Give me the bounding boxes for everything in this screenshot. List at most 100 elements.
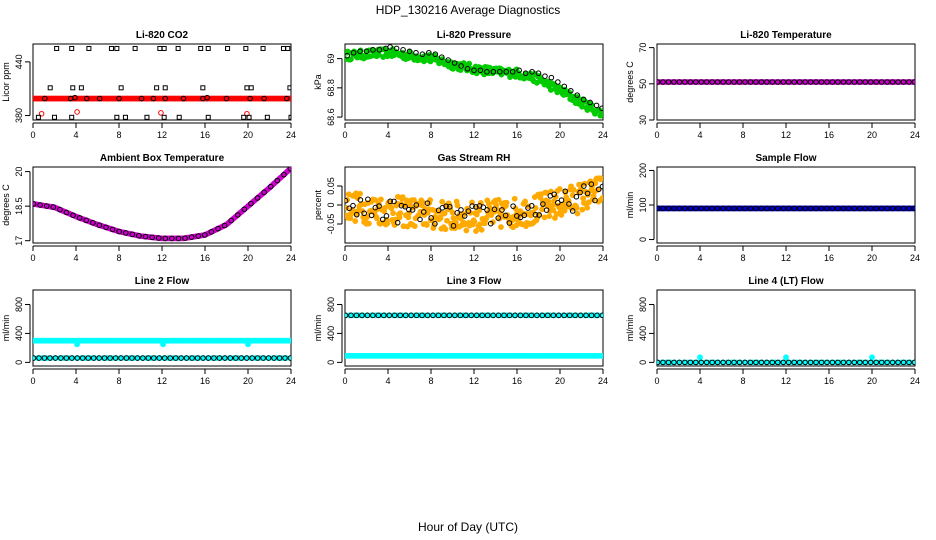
x-tick-label-co2: 20 bbox=[243, 130, 253, 140]
plot-area-line2 bbox=[33, 337, 291, 361]
data-point bbox=[585, 199, 592, 206]
plot-frame-co2 bbox=[32, 43, 292, 121]
y-label-pressure: kPa bbox=[313, 74, 323, 90]
data-point bbox=[851, 79, 858, 85]
data-point bbox=[391, 312, 398, 319]
data-point bbox=[261, 95, 267, 102]
data-point bbox=[835, 79, 841, 85]
data-point bbox=[497, 68, 503, 75]
data-point bbox=[501, 312, 507, 319]
data-point bbox=[657, 359, 661, 366]
data-point bbox=[574, 210, 581, 217]
x-tick-label-line2: 12 bbox=[157, 376, 167, 386]
data-point bbox=[588, 312, 595, 319]
data-point bbox=[234, 212, 241, 218]
data-point bbox=[495, 312, 502, 319]
panel-title-licor_temp: Li-820 Temperature bbox=[740, 30, 832, 41]
data-point bbox=[758, 79, 765, 85]
data-point bbox=[671, 205, 677, 212]
data-point bbox=[900, 359, 907, 366]
y-label-rh: percent bbox=[313, 189, 323, 220]
data-point bbox=[129, 355, 135, 361]
data-point bbox=[491, 206, 498, 213]
x-tick-label-sample_flow: 12 bbox=[781, 253, 791, 263]
x-tick-label-box_temp: 4 bbox=[73, 253, 78, 263]
data-point bbox=[70, 85, 76, 91]
data-point bbox=[682, 359, 688, 366]
series-pressure_band bbox=[345, 46, 603, 119]
y-label-box_temp: degrees C bbox=[1, 184, 11, 226]
data-point bbox=[502, 212, 509, 219]
x-tick-label-rh: 20 bbox=[555, 253, 565, 263]
data-point bbox=[78, 85, 84, 91]
data-point bbox=[391, 198, 397, 205]
data-point bbox=[736, 205, 743, 212]
data-point bbox=[52, 114, 57, 120]
data-point bbox=[261, 189, 267, 196]
data-point bbox=[725, 79, 732, 85]
data-point bbox=[703, 205, 710, 212]
x-tick-label-rh: 4 bbox=[385, 253, 390, 263]
data-point bbox=[35, 114, 41, 120]
data-point bbox=[428, 215, 434, 221]
y-label-sample_flow: ml/min bbox=[625, 192, 635, 219]
data-point bbox=[406, 206, 412, 213]
data-point bbox=[599, 195, 603, 201]
data-point bbox=[245, 341, 251, 348]
data-point bbox=[265, 355, 272, 361]
y-label-line3: ml/min bbox=[313, 315, 323, 342]
data-point bbox=[587, 178, 594, 185]
data-point bbox=[103, 224, 109, 231]
data-point bbox=[570, 186, 577, 193]
data-point bbox=[532, 211, 539, 218]
data-point bbox=[911, 79, 915, 85]
x-tick-label-rh: 0 bbox=[342, 253, 347, 263]
data-point bbox=[698, 79, 705, 85]
data-point bbox=[353, 211, 360, 218]
data-point bbox=[671, 79, 677, 85]
data-point bbox=[43, 203, 50, 209]
data-point bbox=[818, 79, 825, 85]
data-point bbox=[376, 47, 383, 53]
data-point bbox=[144, 114, 150, 120]
data-point bbox=[205, 114, 211, 120]
data-point bbox=[112, 355, 119, 361]
y-tick-label-line2: 800 bbox=[14, 297, 24, 312]
data-point bbox=[183, 355, 190, 361]
data-point bbox=[581, 183, 587, 189]
data-point bbox=[58, 355, 64, 361]
data-point bbox=[592, 197, 598, 204]
series-box_temp_avg bbox=[33, 167, 291, 242]
data-point bbox=[216, 355, 223, 361]
data-point bbox=[33, 355, 37, 361]
data-point bbox=[370, 312, 376, 319]
data-point bbox=[458, 63, 464, 69]
plot-area-pressure bbox=[345, 44, 603, 119]
data-point bbox=[522, 198, 529, 205]
data-point bbox=[441, 312, 447, 319]
data-point bbox=[813, 79, 819, 85]
data-point bbox=[484, 68, 490, 75]
data-point bbox=[353, 312, 360, 319]
data-point bbox=[96, 95, 103, 102]
data-point bbox=[580, 96, 587, 103]
y-tick-label-box_temp: 17 bbox=[14, 236, 24, 246]
x-tick-label-line4: 12 bbox=[781, 376, 791, 386]
data-point bbox=[657, 79, 661, 85]
data-point bbox=[660, 205, 666, 212]
data-point bbox=[409, 207, 416, 213]
x-tick-label-line3: 12 bbox=[469, 376, 479, 386]
panel-title-line3: Line 3 Flow bbox=[447, 276, 502, 287]
data-point bbox=[161, 114, 167, 120]
data-point bbox=[400, 47, 406, 53]
x-tick-label-pressure: 24 bbox=[598, 130, 608, 140]
data-point bbox=[172, 355, 179, 361]
data-point bbox=[69, 114, 75, 120]
plot-area-box_temp bbox=[33, 167, 291, 242]
data-point bbox=[835, 359, 841, 366]
panel-sample_flow: Sample Flow 0 4 8 12 16 20 24 0 100 200 ml/min bbox=[625, 153, 920, 263]
data-point bbox=[572, 312, 578, 319]
x-tick-label-box_temp: 20 bbox=[243, 253, 253, 263]
data-point bbox=[445, 57, 452, 63]
